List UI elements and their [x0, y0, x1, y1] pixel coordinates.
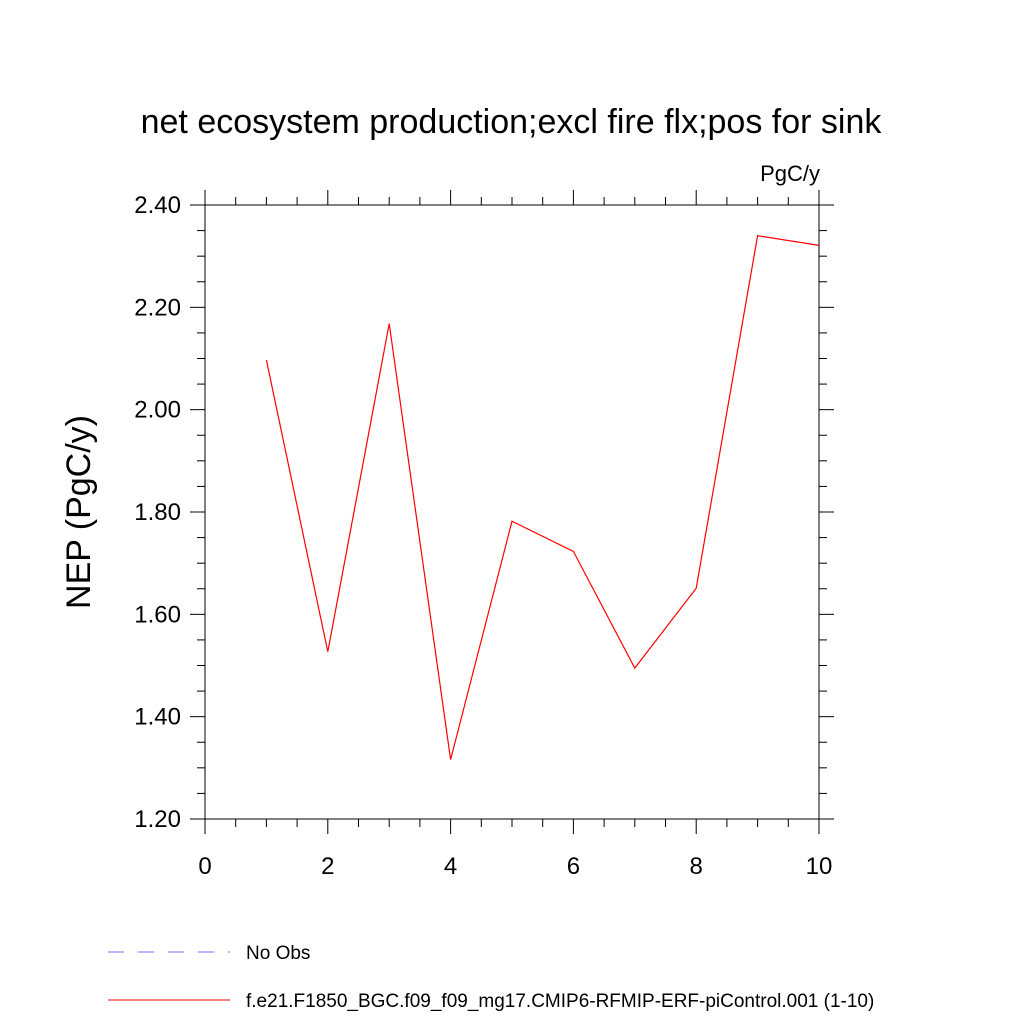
- y-tick-label: 2.00: [134, 397, 181, 424]
- x-tick-label: 8: [690, 853, 703, 880]
- y-tick-label: 1.20: [134, 806, 181, 833]
- legend-label: No Obs: [246, 943, 310, 964]
- y-tick-label: 1.80: [134, 499, 181, 526]
- x-tick-label: 0: [198, 853, 211, 880]
- legend: No Obs f.e21.F1850_BGC.f09_f09_mg17.CMIP6…: [108, 943, 874, 1012]
- y-tick-label: 1.40: [134, 704, 181, 731]
- series-layer: [265, 235, 820, 760]
- series-line: [265, 235, 820, 760]
- chart-title: net ecosystem production;excl fire flx;p…: [141, 103, 883, 141]
- units-label: PgC/y: [760, 161, 820, 186]
- legend-label: f.e21.F1850_BGC.f09_f09_mg17.CMIP6-RFMIP…: [246, 991, 874, 1012]
- x-tick-label: 10: [806, 853, 833, 880]
- y-tick-label: 2.20: [134, 294, 181, 321]
- x-tick-label: 2: [321, 853, 334, 880]
- y-axis-label: NEP (PgC/y): [60, 415, 98, 609]
- x-tick-label: 6: [567, 853, 580, 880]
- y-tick-label: 1.60: [134, 601, 181, 628]
- plot-frame: [204, 204, 820, 820]
- x-axis-ticks: 0 2 4 6 8 10: [198, 190, 832, 880]
- y-tick-label: 2.40: [134, 192, 181, 219]
- x-tick-label: 4: [444, 853, 457, 880]
- y-axis-ticks: 1.20 1.40 1.60 1.80 2.00 2.20 2.40: [134, 192, 834, 833]
